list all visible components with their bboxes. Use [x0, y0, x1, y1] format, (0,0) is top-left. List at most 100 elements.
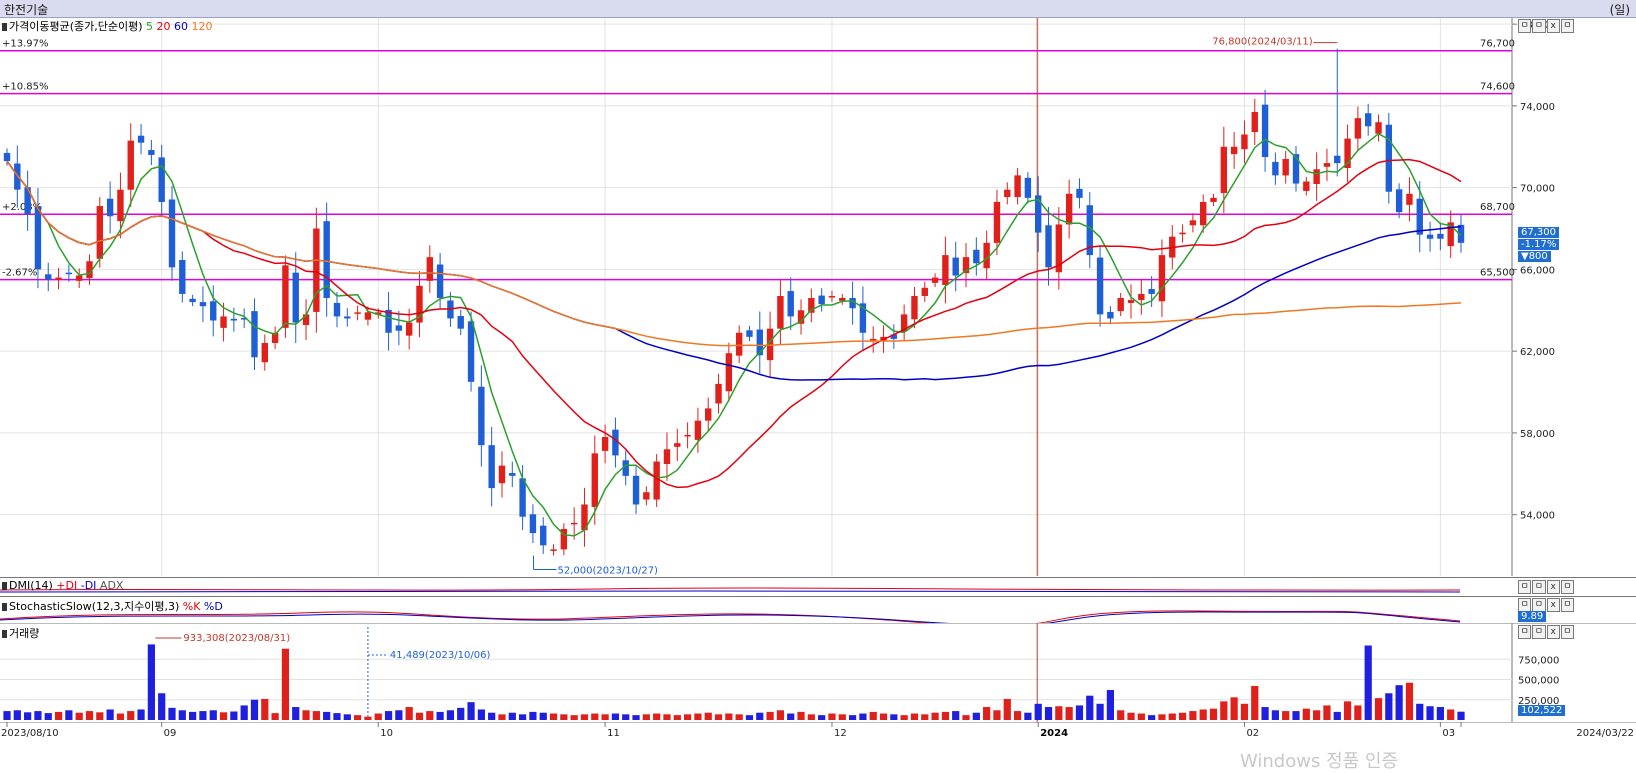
volume-bar [1343, 701, 1352, 720]
candle-body [529, 514, 537, 534]
panel-maximize-button[interactable]: ㅁ [1560, 580, 1574, 594]
candle-body [405, 322, 413, 336]
candle-body [1004, 189, 1011, 198]
candle-body [375, 312, 382, 315]
candle-body [756, 329, 763, 356]
main-panel-controls[interactable]: ㅁ ㅁ x ㅁ [1518, 19, 1574, 33]
panel-close-button[interactable]: x [1546, 598, 1560, 612]
volume-bar [890, 714, 898, 720]
candle-body [333, 302, 341, 317]
panel-minimize-button[interactable]: ㅁ [1518, 625, 1532, 639]
volume-bar [395, 710, 403, 720]
candle-body [488, 445, 495, 489]
stochastic-k-label: %K [182, 600, 201, 613]
volume-bar [85, 711, 94, 720]
candle-body [230, 318, 238, 321]
panel-restore-button[interactable]: ㅁ [1532, 598, 1546, 612]
candle-body [436, 264, 444, 299]
volume-bar [1096, 703, 1104, 720]
dmi-minus-label: -DI [80, 579, 97, 592]
panel-minimize-button[interactable]: ㅁ [1518, 580, 1532, 594]
volume-bar [622, 714, 630, 720]
windows-activation-watermark: Windows 정품 인증 [1240, 751, 1399, 772]
change-badge: ▼800 [1518, 251, 1551, 262]
panel-minimize-button[interactable]: ㅁ [1518, 598, 1532, 612]
panel-restore-button[interactable]: ㅁ [1532, 625, 1546, 639]
volume-legend: 거래량 [2, 625, 39, 641]
volume-bar [776, 710, 785, 720]
panel-restore-button[interactable]: ㅁ [1532, 580, 1546, 594]
volume-bar [601, 714, 609, 720]
panel-maximize-button[interactable]: ㅁ [1560, 625, 1574, 639]
level-left-label: +2.08% [2, 202, 42, 213]
volume-bar [1034, 703, 1042, 720]
candle-body [364, 312, 372, 320]
current-price-badge: 67,300 [1518, 227, 1559, 238]
price-chart[interactable]: 78,00074,00070,00066,00062,00058,00054,0… [0, 18, 1636, 576]
panel-close-button[interactable]: x [1546, 19, 1560, 33]
ma-legend-20: 20 [156, 20, 171, 33]
level-left-label: -2.67% [2, 268, 37, 279]
volume-bar [1251, 685, 1259, 720]
volume-bar [611, 713, 620, 720]
candle-body [519, 478, 526, 517]
candle-body [210, 301, 217, 321]
volume-bar [848, 715, 857, 720]
candle-body [106, 198, 114, 217]
volume-tick-label: 500,000 [1518, 676, 1559, 687]
volume-chart[interactable]: 750,000 500,000 250,000 933,308(2023/08/31)… [0, 623, 1636, 722]
candle-body [931, 277, 939, 283]
volume-bar [549, 713, 558, 720]
candle-body [766, 328, 774, 361]
x-tick-label: 09 [164, 728, 177, 739]
volume-bar [281, 648, 290, 720]
high-annotation: 76,800(2024/03/11) [1212, 37, 1313, 48]
candle-body [1437, 233, 1444, 239]
candle-body [550, 549, 557, 551]
volume-max-annotation: 933,308(2023/08/31) [183, 633, 290, 644]
volume-bar [271, 713, 279, 720]
candle-body [1416, 198, 1423, 235]
volume-bar [261, 698, 269, 720]
candle-body [1117, 298, 1124, 312]
candle-body [282, 265, 289, 328]
volume-bar [673, 715, 681, 720]
volume-panel-controls[interactable]: ㅁ ㅁ x ㅁ [1518, 625, 1574, 639]
candle-body [86, 261, 93, 278]
stochastic-panel-controls[interactable]: ㅁ ㅁ x ㅁ [1518, 598, 1574, 612]
dmi-lines [0, 587, 1461, 593]
volume-bar [13, 710, 21, 720]
legend-marker-icon [2, 582, 7, 590]
dmi-title: DMI(14) [9, 579, 53, 592]
panel-maximize-button[interactable]: ㅁ [1560, 598, 1574, 612]
candle-body [1014, 175, 1021, 198]
volume-bar [1178, 712, 1187, 720]
panel-minimize-button[interactable]: ㅁ [1518, 19, 1532, 33]
candle-body [1395, 189, 1403, 213]
panel-restore-button[interactable]: ㅁ [1532, 19, 1546, 33]
panel-close-button[interactable]: x [1546, 580, 1560, 594]
volume-bar [1271, 710, 1279, 720]
candle-body [1138, 293, 1145, 301]
candle-body [1158, 255, 1166, 302]
candle-body [1251, 112, 1258, 133]
volume-bar [3, 711, 11, 720]
candle-body [1457, 224, 1465, 243]
candle-body [1179, 232, 1186, 235]
volume-bar [147, 644, 155, 720]
volume-bar [65, 710, 73, 720]
volume-bar [591, 713, 599, 720]
candle-body [777, 295, 784, 329]
volume-bar [158, 693, 166, 720]
panel-close-button[interactable]: x [1546, 625, 1560, 639]
candle-body [808, 298, 815, 313]
candle-body [1024, 177, 1032, 198]
volume-bar [518, 714, 527, 720]
volume-bar [1075, 705, 1084, 720]
candle-body [725, 353, 733, 392]
candle-body [1282, 159, 1289, 176]
panel-maximize-button[interactable]: ㅁ [1560, 19, 1574, 33]
dmi-panel-controls[interactable]: ㅁ ㅁ x ㅁ [1518, 580, 1574, 594]
candle-body [137, 135, 145, 143]
candle-body [973, 249, 980, 264]
